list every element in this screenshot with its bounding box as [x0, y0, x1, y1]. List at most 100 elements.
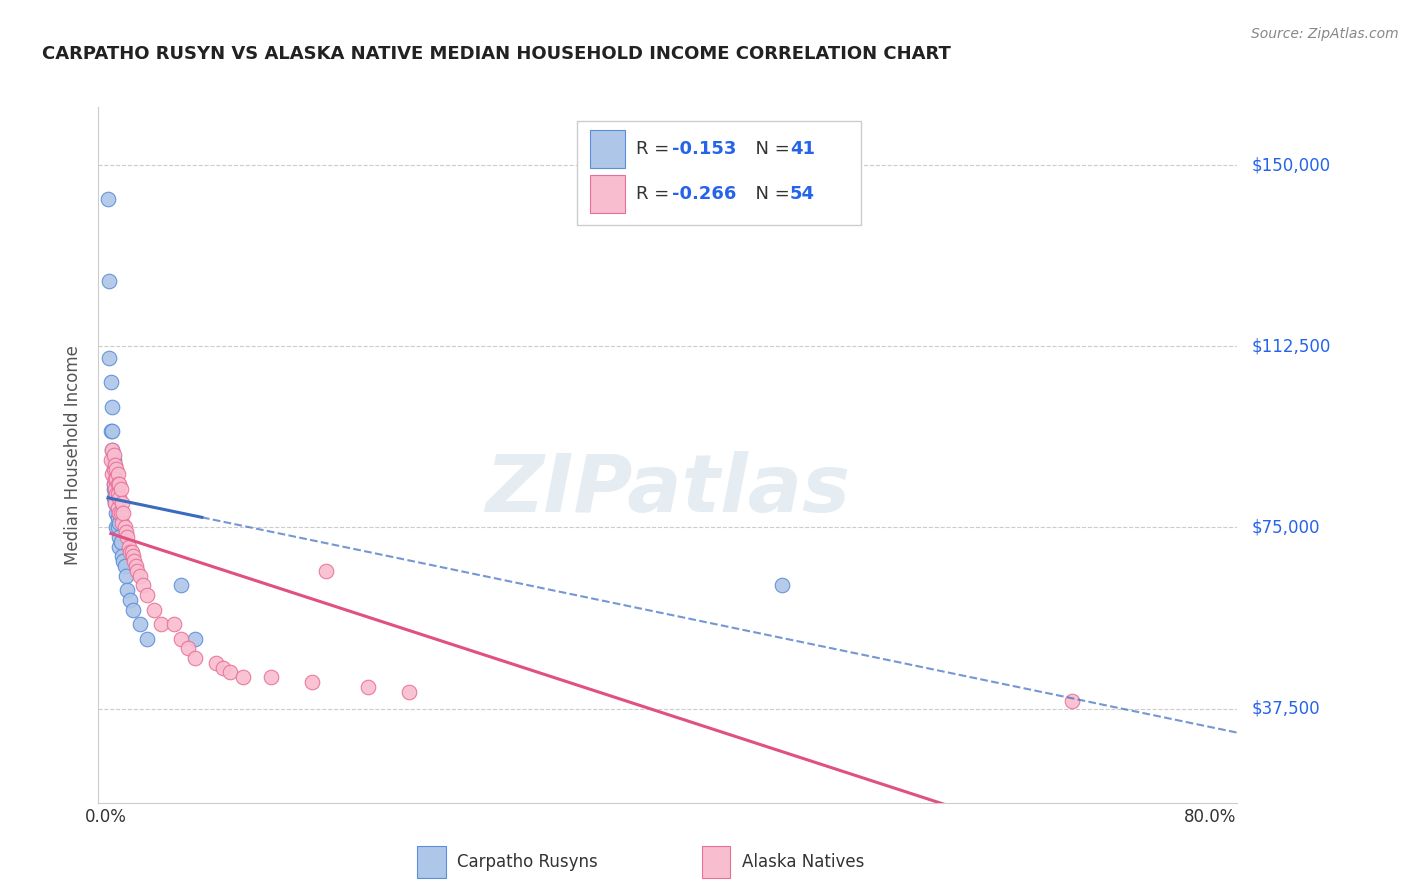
Point [131, 578, 153, 592]
Point [107, 467, 129, 482]
Text: ZIPatlas: ZIPatlas [485, 450, 851, 529]
Point [110, 534, 132, 549]
Point [120, 592, 142, 607]
FancyBboxPatch shape [576, 121, 862, 226]
Point [770, 578, 793, 592]
Point [101, 400, 124, 414]
Point [315, 564, 337, 578]
Point [104, 458, 127, 472]
Point [111, 496, 134, 510]
Point [117, 530, 139, 544]
Point [122, 602, 145, 616]
Point [398, 684, 420, 698]
Point [108, 476, 131, 491]
Point [104, 462, 127, 476]
Point [108, 540, 131, 554]
Text: R =: R = [636, 140, 675, 158]
Point [103, 462, 125, 476]
Text: N =: N = [744, 185, 796, 203]
FancyBboxPatch shape [591, 129, 624, 168]
Text: N =: N = [744, 140, 796, 158]
Point [128, 617, 150, 632]
Point [104, 496, 127, 510]
Point [107, 501, 129, 516]
Point [105, 520, 128, 534]
Point [211, 660, 233, 674]
Text: 54: 54 [790, 185, 814, 203]
Point [101, 443, 124, 458]
Point [111, 516, 134, 530]
Point [108, 530, 131, 544]
Point [125, 564, 148, 578]
Point [100, 376, 122, 390]
Point [98, 274, 121, 288]
Text: -0.266: -0.266 [672, 185, 737, 203]
Text: Source: ZipAtlas.com: Source: ZipAtlas.com [1251, 27, 1399, 41]
Point [301, 675, 323, 690]
Point [184, 632, 207, 646]
Point [101, 467, 124, 482]
Point [105, 486, 128, 500]
Point [107, 501, 129, 516]
Point [100, 452, 122, 467]
Point [104, 482, 127, 496]
Text: R =: R = [636, 185, 675, 203]
Text: $37,500: $37,500 [1251, 699, 1320, 717]
Text: $75,000: $75,000 [1251, 518, 1320, 536]
Point [170, 578, 193, 592]
Point [103, 476, 125, 491]
Text: 41: 41 [790, 140, 814, 158]
Point [105, 496, 128, 510]
Text: CARPATHO RUSYN VS ALASKA NATIVE MEDIAN HOUSEHOLD INCOME CORRELATION CHART: CARPATHO RUSYN VS ALASKA NATIVE MEDIAN H… [42, 45, 950, 62]
Point [120, 544, 142, 558]
Point [142, 602, 165, 616]
Point [103, 448, 125, 462]
Point [107, 486, 129, 500]
Point [101, 443, 124, 458]
Point [124, 554, 146, 568]
Text: Carpatho Rusyns: Carpatho Rusyns [457, 853, 598, 871]
Point [177, 641, 200, 656]
Point [103, 482, 125, 496]
Point [1060, 694, 1083, 708]
Point [149, 617, 172, 632]
Text: Alaska Natives: Alaska Natives [742, 853, 865, 871]
Point [108, 506, 131, 520]
Point [110, 506, 132, 520]
Point [125, 559, 148, 574]
Point [232, 670, 254, 684]
Point [107, 510, 129, 524]
Point [105, 472, 128, 486]
Point [128, 568, 150, 582]
Point [112, 554, 135, 568]
Point [105, 462, 128, 476]
Point [111, 549, 134, 564]
Text: $150,000: $150,000 [1251, 156, 1330, 174]
Point [103, 452, 125, 467]
Point [100, 424, 122, 438]
Point [135, 588, 157, 602]
Point [108, 491, 131, 506]
Point [110, 482, 132, 496]
Point [107, 476, 129, 491]
Point [184, 651, 207, 665]
Point [104, 476, 127, 491]
Point [163, 617, 186, 632]
Point [103, 476, 125, 491]
Y-axis label: Median Household Income: Median Household Income [65, 345, 83, 565]
Point [117, 583, 139, 598]
Point [108, 516, 131, 530]
Point [101, 424, 124, 438]
FancyBboxPatch shape [702, 847, 731, 878]
Point [103, 462, 125, 476]
Point [204, 656, 226, 670]
Point [104, 486, 127, 500]
Point [108, 506, 131, 520]
Text: -0.153: -0.153 [672, 140, 737, 158]
Point [260, 670, 283, 684]
Point [170, 632, 193, 646]
Point [114, 559, 136, 574]
Point [218, 665, 240, 680]
Point [356, 680, 378, 694]
Point [105, 482, 128, 496]
